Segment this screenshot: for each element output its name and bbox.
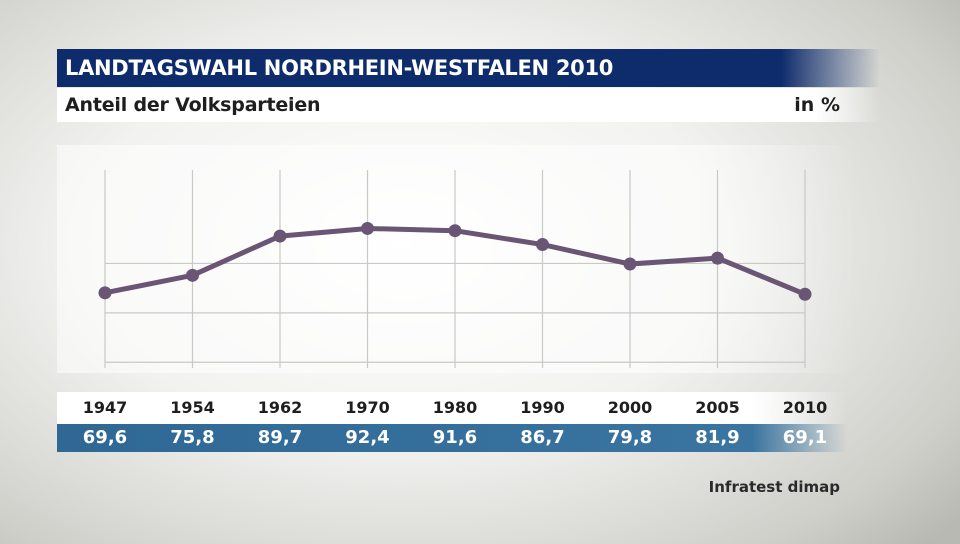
data-point-2000 (623, 257, 637, 271)
year-label-1954: 1954 (170, 398, 215, 417)
value-label-2005: 81,9 (695, 427, 740, 448)
year-label-1970: 1970 (345, 398, 390, 417)
value-label-1947: 69,6 (82, 427, 128, 448)
data-points (98, 221, 812, 301)
data-point-1970 (361, 221, 374, 235)
chart-subtitle: Anteil der Volksparteien (65, 94, 321, 116)
data-point-1947 (98, 286, 112, 300)
year-label-1980: 1980 (432, 398, 478, 417)
value-label-1990: 86,7 (520, 427, 565, 448)
year-label-row: 1947 1954 1962 1970 1980 1990 2000 2005 2010 (57, 392, 847, 424)
year-label-2000: 2000 (607, 398, 653, 417)
source-label: Infratest dimap (708, 478, 840, 496)
data-point-1954 (186, 268, 199, 282)
value-label-2010: 69,1 (782, 427, 828, 448)
year-label-2005: 2005 (695, 398, 740, 417)
chart-title: LANDTAGSWAHL NORDRHEIN-WESTFALEN 2010 (65, 56, 614, 80)
data-point-1962 (273, 229, 287, 243)
value-label-2000: 79,8 (607, 427, 653, 448)
value-label-1954: 75,8 (170, 427, 215, 448)
year-label-1962: 1962 (257, 398, 303, 417)
data-point-1990 (536, 238, 549, 252)
title-bar: LANDTAGSWAHL NORDRHEIN-WESTFALEN 2010 (57, 49, 880, 87)
year-label-1990: 1990 (520, 398, 565, 417)
value-label-1970: 92,4 (345, 427, 390, 448)
data-point-2010 (798, 287, 812, 301)
year-label-2010: 2010 (782, 398, 828, 417)
value-label-1962: 89,7 (257, 427, 303, 448)
value-label-1980: 91,6 (432, 427, 478, 448)
year-label-1947: 1947 (82, 398, 128, 417)
unit-label: in % (794, 94, 840, 116)
subtitle-bar: Anteil der Volksparteien in % (57, 88, 880, 122)
data-point-1980 (448, 224, 462, 238)
data-point-2005 (711, 251, 724, 265)
value-label-row: 69,6 75,8 89,7 92,4 91,6 86,7 79,8 81,9 69,1 (57, 424, 847, 452)
